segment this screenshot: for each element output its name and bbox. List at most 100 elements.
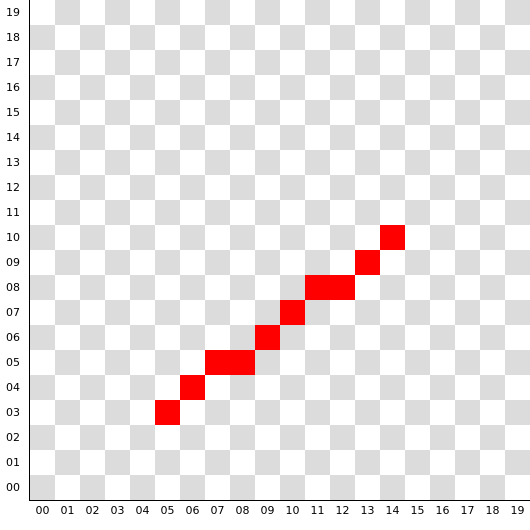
grid-cell[interactable] [380, 425, 405, 450]
grid-cell[interactable] [30, 475, 55, 500]
grid-cell[interactable] [455, 325, 480, 350]
grid-cell[interactable] [330, 400, 355, 425]
grid-cell[interactable] [255, 50, 280, 75]
grid-cell[interactable] [405, 225, 430, 250]
grid-cell[interactable] [180, 175, 205, 200]
grid-cell[interactable] [80, 225, 105, 250]
grid-cell[interactable] [330, 75, 355, 100]
grid-cell[interactable] [230, 225, 255, 250]
grid-cell[interactable] [130, 425, 155, 450]
grid-cell[interactable] [155, 325, 180, 350]
grid-cell[interactable] [505, 75, 530, 100]
grid-cell[interactable] [155, 225, 180, 250]
grid-cell[interactable] [230, 200, 255, 225]
grid-cell[interactable] [430, 400, 455, 425]
grid-cell[interactable] [430, 150, 455, 175]
grid-cell[interactable] [305, 0, 330, 25]
grid-cell[interactable] [255, 300, 280, 325]
grid-cell[interactable] [255, 250, 280, 275]
grid-cell[interactable] [355, 450, 380, 475]
grid-cell[interactable] [155, 0, 180, 25]
grid-cell[interactable] [180, 0, 205, 25]
grid-cell[interactable] [80, 275, 105, 300]
grid-cell[interactable] [280, 75, 305, 100]
grid-cell[interactable] [330, 300, 355, 325]
grid-cell[interactable] [80, 100, 105, 125]
grid-cell[interactable] [30, 350, 55, 375]
grid-cell[interactable] [230, 50, 255, 75]
grid-cell[interactable] [30, 200, 55, 225]
grid-cell[interactable] [305, 425, 330, 450]
grid-cell[interactable] [180, 300, 205, 325]
grid-cell[interactable] [380, 250, 405, 275]
grid-cell[interactable] [55, 100, 80, 125]
grid-cell[interactable] [430, 425, 455, 450]
grid-cell[interactable] [505, 425, 530, 450]
grid-cell[interactable] [305, 325, 330, 350]
grid-cell[interactable] [155, 250, 180, 275]
grid-cell[interactable] [355, 475, 380, 500]
grid-cell[interactable] [205, 400, 230, 425]
grid-cell[interactable] [130, 0, 155, 25]
grid-cell[interactable] [405, 175, 430, 200]
grid-cell[interactable] [80, 450, 105, 475]
filled-cell[interactable] [155, 400, 180, 425]
grid-cell[interactable] [180, 100, 205, 125]
grid-cell[interactable] [155, 100, 180, 125]
grid-cell[interactable] [330, 0, 355, 25]
grid-cell[interactable] [455, 425, 480, 450]
grid-cell[interactable] [480, 25, 505, 50]
grid-cell[interactable] [105, 150, 130, 175]
grid-cell[interactable] [505, 25, 530, 50]
grid-cell[interactable] [155, 50, 180, 75]
grid-cell[interactable] [305, 125, 330, 150]
grid-cell[interactable] [80, 25, 105, 50]
grid-cell[interactable] [230, 400, 255, 425]
grid-cell[interactable] [430, 475, 455, 500]
grid-cell[interactable] [30, 75, 55, 100]
grid-cell[interactable] [205, 25, 230, 50]
grid-cell[interactable] [380, 450, 405, 475]
grid-cell[interactable] [280, 150, 305, 175]
grid-cell[interactable] [30, 100, 55, 125]
grid-cell[interactable] [380, 150, 405, 175]
grid-cell[interactable] [480, 250, 505, 275]
grid-cell[interactable] [280, 475, 305, 500]
grid-cell[interactable] [180, 250, 205, 275]
grid-cell[interactable] [55, 450, 80, 475]
grid-cell[interactable] [205, 175, 230, 200]
grid-cell[interactable] [255, 175, 280, 200]
grid-cell[interactable] [455, 350, 480, 375]
grid-cell[interactable] [380, 300, 405, 325]
grid-cell[interactable] [105, 125, 130, 150]
grid-cell[interactable] [180, 200, 205, 225]
grid-cell[interactable] [430, 0, 455, 25]
grid-cell[interactable] [55, 300, 80, 325]
grid-cell[interactable] [405, 75, 430, 100]
grid-cell[interactable] [205, 50, 230, 75]
grid-cell[interactable] [380, 100, 405, 125]
grid-cell[interactable] [430, 250, 455, 275]
grid-cell[interactable] [130, 150, 155, 175]
grid-cell[interactable] [280, 375, 305, 400]
grid-cell[interactable] [480, 225, 505, 250]
grid-cell[interactable] [355, 150, 380, 175]
grid-cell[interactable] [105, 375, 130, 400]
grid-cell[interactable] [455, 225, 480, 250]
grid-cell[interactable] [80, 400, 105, 425]
grid-cell[interactable] [180, 450, 205, 475]
grid-cell[interactable] [80, 425, 105, 450]
grid-cell[interactable] [30, 150, 55, 175]
grid-cell[interactable] [355, 300, 380, 325]
grid-cell[interactable] [130, 300, 155, 325]
grid-cell[interactable] [255, 450, 280, 475]
grid-cell[interactable] [455, 175, 480, 200]
grid-cell[interactable] [330, 225, 355, 250]
grid-cell[interactable] [330, 450, 355, 475]
grid-cell[interactable] [455, 275, 480, 300]
grid-cell[interactable] [380, 475, 405, 500]
grid-cell[interactable] [230, 450, 255, 475]
grid-cell[interactable] [505, 450, 530, 475]
grid-cell[interactable] [155, 75, 180, 100]
grid-cell[interactable] [505, 0, 530, 25]
